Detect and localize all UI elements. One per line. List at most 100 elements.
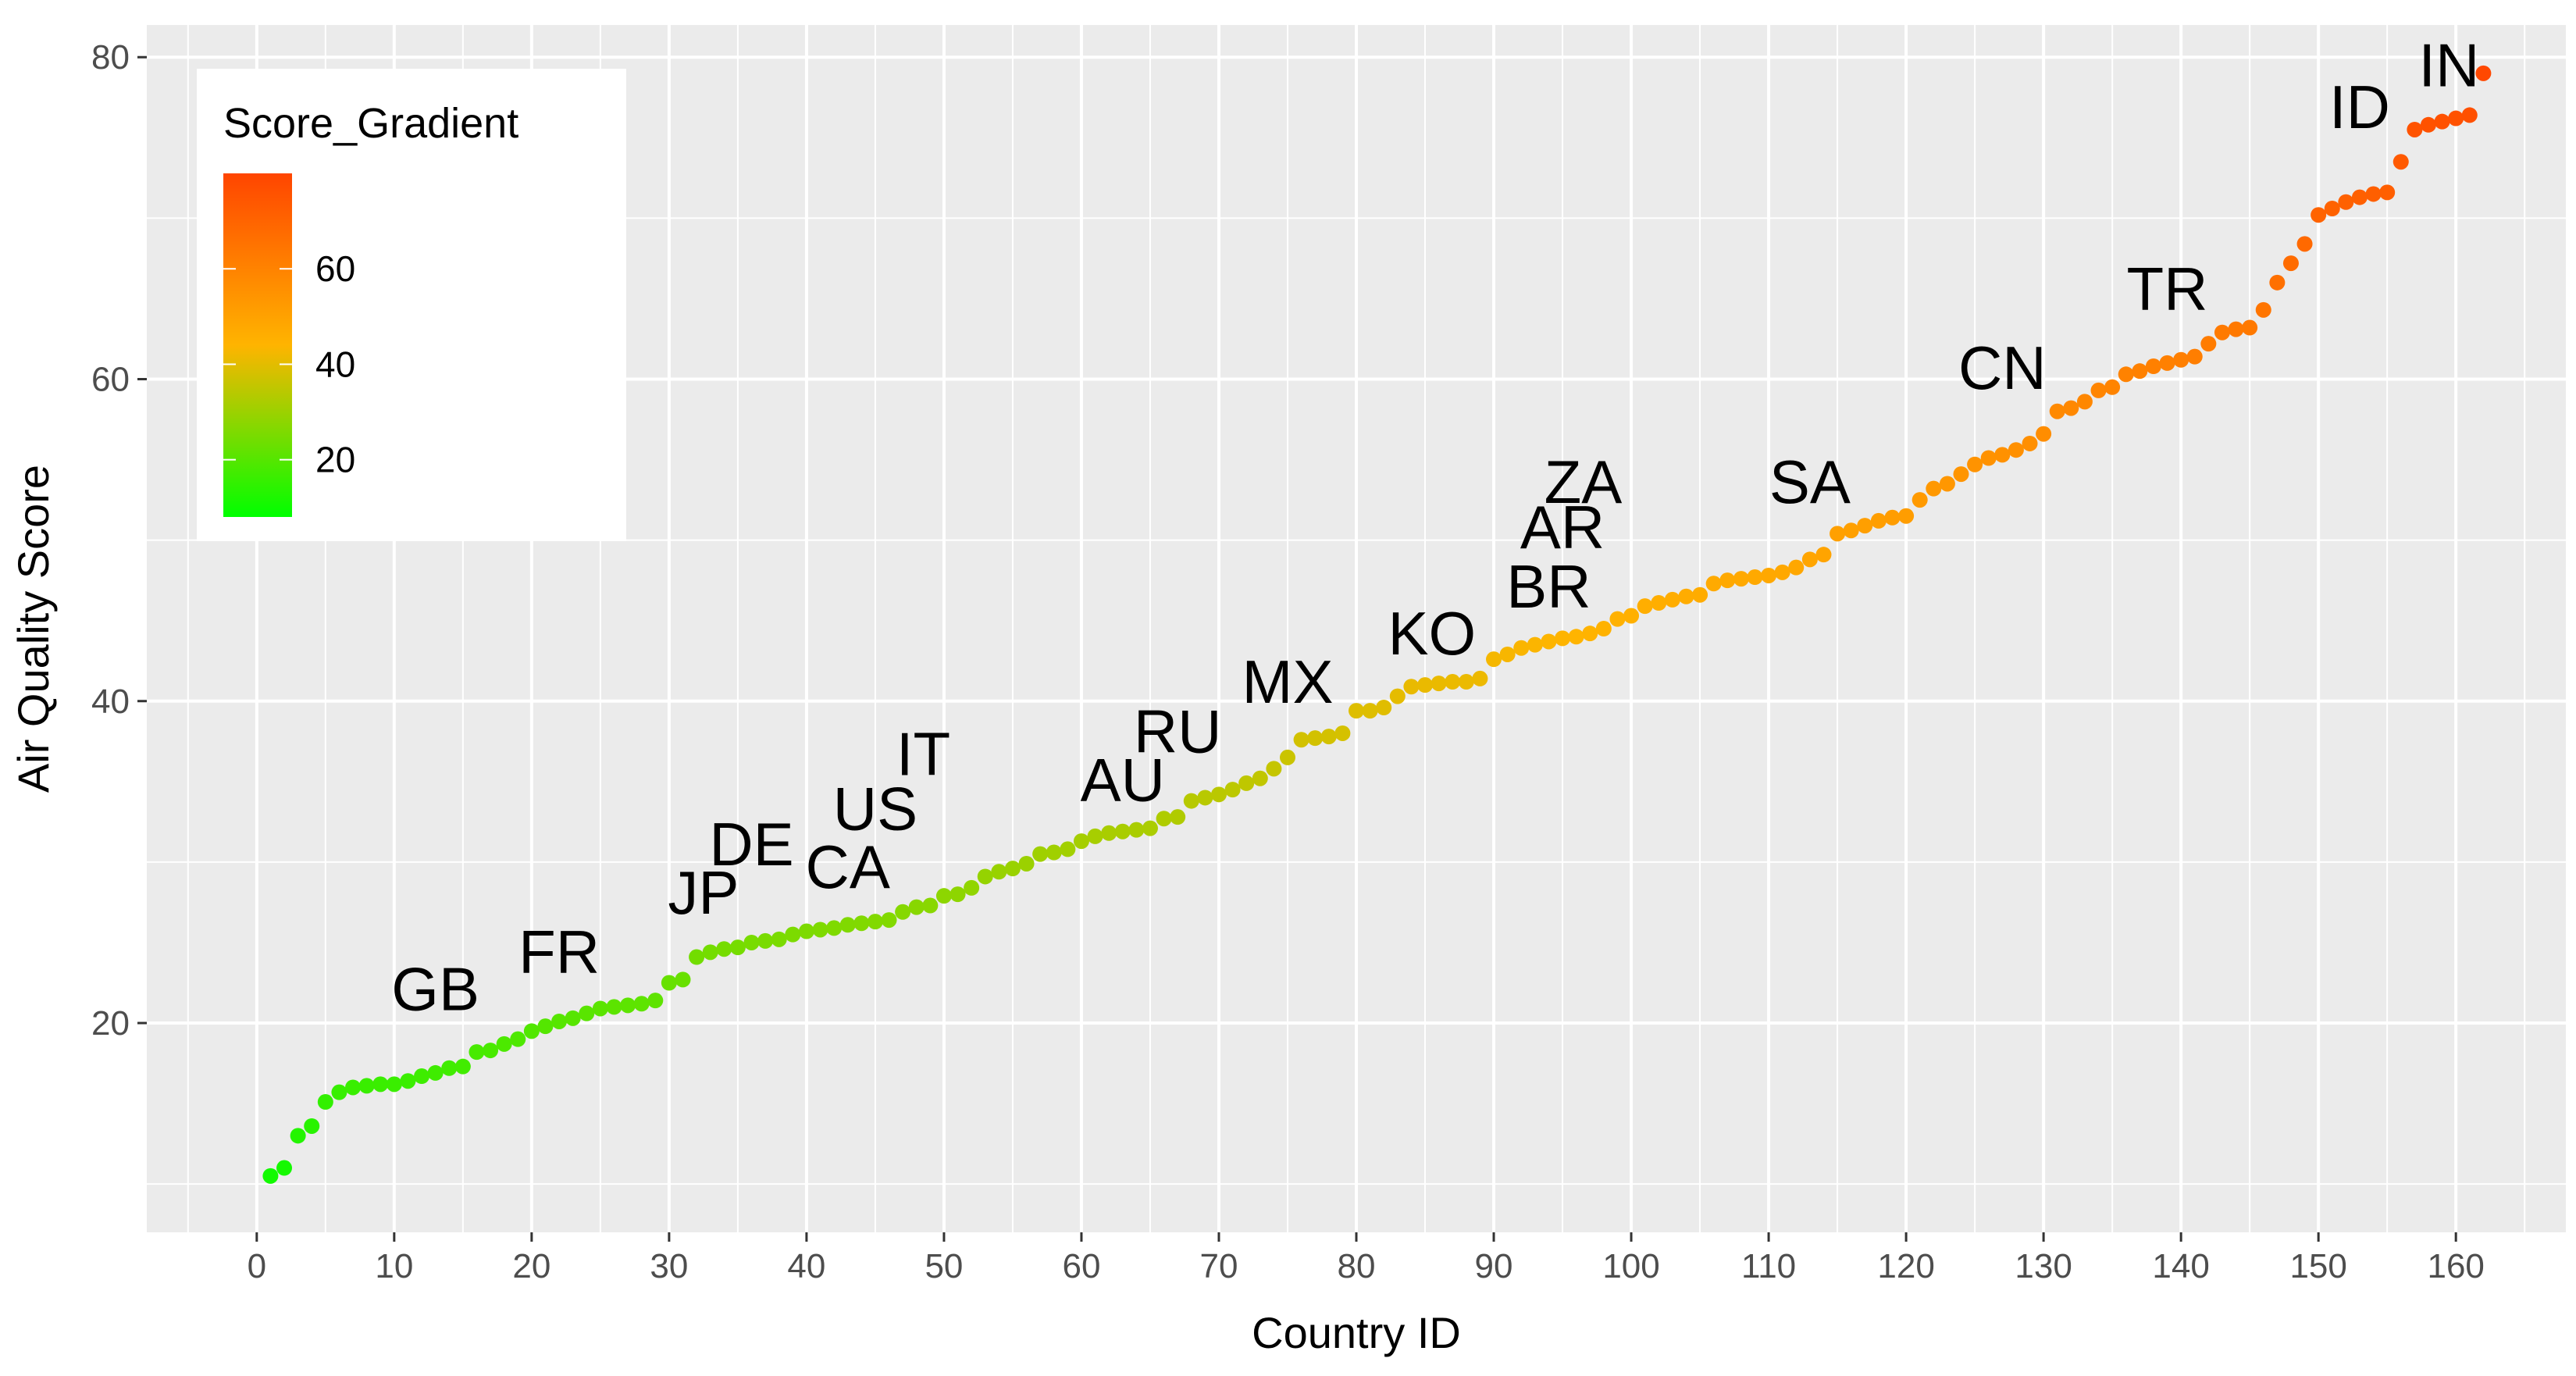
data-point bbox=[1830, 526, 1846, 542]
data-point bbox=[1472, 670, 1488, 686]
data-point bbox=[1774, 564, 1790, 580]
data-point bbox=[2461, 107, 2478, 123]
data-point bbox=[1595, 621, 1612, 636]
data-point bbox=[1733, 571, 1749, 587]
data-point bbox=[1046, 844, 1062, 861]
y-axis-title: Air Quality Score bbox=[9, 465, 58, 793]
data-point bbox=[1279, 749, 1295, 765]
data-point bbox=[922, 897, 939, 914]
data-point bbox=[1857, 518, 1873, 534]
data-point bbox=[1197, 790, 1213, 806]
data-point bbox=[1705, 576, 1722, 592]
x-tick-label: 70 bbox=[1200, 1247, 1238, 1285]
data-point bbox=[2118, 366, 2134, 383]
data-point bbox=[2324, 200, 2340, 216]
data-point bbox=[853, 915, 870, 932]
data-point bbox=[1101, 825, 1117, 841]
country-label: MX bbox=[1242, 647, 1333, 716]
data-point bbox=[1128, 822, 1145, 838]
data-point bbox=[386, 1076, 402, 1093]
data-point bbox=[2434, 113, 2450, 130]
data-point bbox=[427, 1064, 444, 1081]
country-label: KO bbox=[1388, 599, 1476, 668]
y-tick-label: 40 bbox=[91, 683, 130, 721]
data-point bbox=[2186, 348, 2203, 365]
x-tick-label: 160 bbox=[2427, 1247, 2484, 1285]
x-tick-label: 50 bbox=[925, 1247, 963, 1285]
data-point bbox=[1870, 512, 1887, 529]
data-point bbox=[2282, 255, 2299, 272]
country-label: FR bbox=[518, 918, 600, 986]
data-point bbox=[1486, 651, 1502, 668]
y-tick-label: 80 bbox=[91, 38, 130, 77]
data-point bbox=[1980, 450, 1997, 466]
data-point bbox=[2242, 319, 2258, 336]
data-point bbox=[290, 1128, 306, 1144]
data-point bbox=[496, 1036, 512, 1052]
data-point bbox=[1609, 611, 1626, 627]
data-point bbox=[1389, 688, 1406, 704]
country-label: AR bbox=[1520, 493, 1605, 561]
country-label: RU bbox=[1134, 697, 1222, 766]
country-label: AU bbox=[1081, 746, 1165, 815]
data-point bbox=[483, 1043, 499, 1059]
data-point bbox=[1445, 674, 1461, 690]
data-point bbox=[2076, 394, 2093, 410]
data-point bbox=[2379, 184, 2396, 201]
data-point bbox=[1266, 761, 1282, 777]
data-point bbox=[1210, 786, 1227, 803]
data-point bbox=[331, 1084, 347, 1100]
x-tick-label: 140 bbox=[2152, 1247, 2209, 1285]
data-point bbox=[2036, 426, 2052, 442]
data-point bbox=[606, 999, 622, 1015]
data-point bbox=[798, 923, 814, 939]
y-tick-label: 20 bbox=[91, 1004, 130, 1043]
data-point bbox=[950, 886, 966, 903]
legend-title: Score_Gradient bbox=[223, 100, 518, 147]
data-point bbox=[1815, 547, 1832, 563]
data-point bbox=[1060, 841, 1076, 857]
legend-tick-label: 40 bbox=[315, 344, 355, 384]
data-point bbox=[1843, 522, 1859, 539]
data-point bbox=[317, 1094, 333, 1110]
x-tick-label: 130 bbox=[2015, 1247, 2072, 1285]
data-point bbox=[743, 934, 760, 950]
data-point bbox=[1004, 861, 1021, 877]
data-point bbox=[2365, 186, 2382, 202]
data-point bbox=[2173, 351, 2189, 368]
data-point bbox=[757, 932, 774, 949]
data-points bbox=[262, 65, 2492, 1184]
x-tick-label: 20 bbox=[512, 1247, 550, 1285]
data-point bbox=[633, 996, 650, 1012]
data-point bbox=[579, 1005, 595, 1021]
data-point bbox=[2200, 336, 2217, 352]
country-label: TR bbox=[2127, 255, 2208, 323]
data-point bbox=[372, 1076, 389, 1093]
data-point bbox=[785, 926, 801, 943]
x-tick-label: 90 bbox=[1475, 1247, 1513, 1285]
country-label: ZA bbox=[1545, 447, 1623, 516]
data-point bbox=[1939, 476, 1955, 492]
data-point bbox=[2448, 110, 2464, 127]
data-point bbox=[454, 1058, 471, 1075]
data-point bbox=[523, 1023, 540, 1039]
data-point bbox=[935, 888, 952, 904]
data-point bbox=[592, 1000, 608, 1017]
data-point bbox=[1541, 633, 1557, 650]
data-point bbox=[1114, 823, 1131, 840]
data-point bbox=[304, 1118, 320, 1134]
data-point bbox=[2351, 189, 2368, 205]
data-point bbox=[1555, 630, 1571, 647]
country-label: IT bbox=[896, 720, 950, 789]
data-point bbox=[1183, 793, 1199, 809]
data-point bbox=[537, 1018, 554, 1035]
data-point bbox=[2269, 274, 2286, 291]
country-label: ID bbox=[2329, 73, 2390, 141]
data-point bbox=[1884, 509, 1901, 526]
data-point bbox=[1637, 598, 1653, 615]
data-point bbox=[551, 1013, 568, 1029]
data-point bbox=[895, 904, 911, 920]
x-tick-label: 80 bbox=[1338, 1247, 1376, 1285]
data-point bbox=[620, 997, 636, 1014]
